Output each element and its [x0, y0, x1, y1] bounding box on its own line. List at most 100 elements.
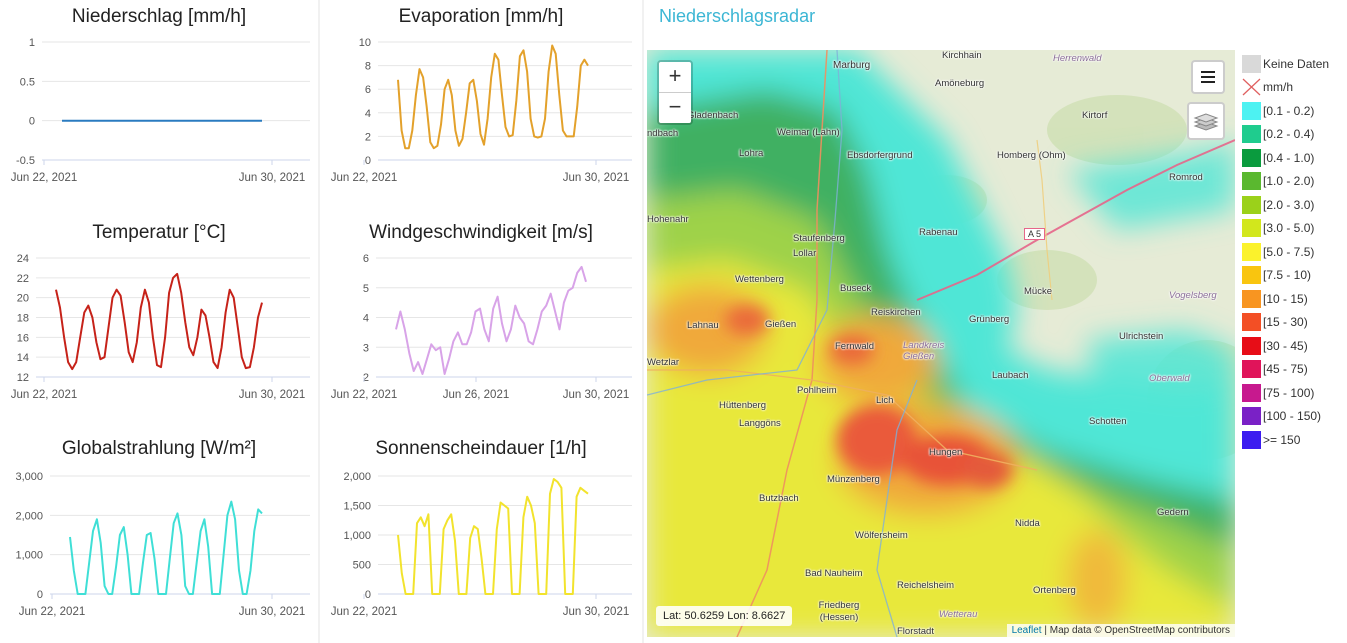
place-label: Marburg	[833, 60, 871, 71]
legend-item: [3.0 - 5.0)	[1242, 217, 1347, 241]
y-tick-label: 0	[29, 116, 35, 128]
radar-orange	[1067, 530, 1127, 630]
place-label: Reichelsheim	[897, 580, 955, 591]
legend-swatch	[1242, 125, 1261, 144]
y-tick-label: 16	[17, 332, 29, 344]
zoom-out-button[interactable]: −	[659, 93, 691, 123]
place-label: Herrenwald	[1053, 53, 1102, 64]
zoom-control: + −	[657, 60, 693, 125]
river	[647, 50, 843, 396]
place-label: Grünberg	[969, 314, 1010, 325]
forest-patch	[1047, 95, 1187, 165]
x-tick-label: Jun 26, 2021	[443, 389, 510, 401]
series-line	[69, 500, 263, 595]
y-tick-label: -0.5	[16, 155, 35, 167]
legend-label: [0.4 - 1.0)	[1263, 150, 1315, 165]
chart-evaporation: Evaporation [mm/h] 10 8 6 4 2 0 Jun 22, 2021 Ju…	[320, 0, 642, 210]
radar-map[interactable]: Kirchhain Marburg Amöneburg Gladenbach W…	[647, 50, 1235, 637]
map-roads	[647, 50, 1235, 637]
x-tick-label: Jun 22, 2021	[11, 389, 78, 401]
legend-item: [7.5 - 10)	[1242, 264, 1347, 288]
place-label: Münzenberg	[827, 474, 880, 485]
place-label: Bad Nauheim	[805, 568, 863, 579]
leaflet-link[interactable]: Leaflet	[1011, 625, 1042, 636]
chart-title: Temperatur [°C]	[92, 222, 226, 243]
legend-label: mm/h	[1263, 80, 1293, 95]
legend-swatch	[1242, 383, 1261, 402]
map-layer[interactable]	[647, 50, 1235, 637]
layers-button[interactable]	[1187, 102, 1225, 140]
legend-swatch	[1242, 407, 1261, 426]
place-label: Pohlheim	[797, 385, 837, 396]
attribution-text: | Map data © OpenStreetMap contributors	[1041, 625, 1230, 636]
place-label: Wetterau	[939, 609, 978, 620]
y-tick-label: 0	[365, 589, 371, 601]
legend-label: [7.5 - 10)	[1263, 268, 1312, 283]
legend-item: [0.2 - 0.4)	[1242, 123, 1347, 147]
place-label: Hungen	[929, 447, 963, 458]
coordinate-readout: Lat: 50.6259 Lon: 8.6627	[656, 606, 793, 626]
y-tick-label: 24	[17, 253, 29, 265]
legend-label: [0.2 - 0.4)	[1263, 127, 1315, 142]
place-label: Lich	[876, 395, 894, 406]
forest-patch	[997, 250, 1097, 310]
radar-red	[830, 335, 874, 365]
y-tick-label: 12	[17, 372, 29, 384]
legend-swatch	[1242, 430, 1261, 449]
y-tick-label: 2,000	[343, 471, 371, 483]
road-label: A 5	[1024, 228, 1046, 240]
legend-swatch	[1242, 266, 1261, 285]
y-tick-label: 2	[365, 131, 371, 143]
radar-red	[837, 405, 917, 475]
y-tick-label: 2	[363, 372, 369, 384]
chart-sonnenscheindauer: Sonnenscheindauer [1/h] 2,000 1,500 1,000 5…	[320, 430, 642, 640]
chart-plot: 3,000 2,000 1,000 0 Jun 22, 2021 Jun 30, 2021	[15, 471, 310, 618]
place-label: Langgöns	[739, 418, 781, 429]
radar-cyan-ne	[1067, 140, 1235, 230]
place-label: Hüttenberg	[719, 400, 767, 411]
road	[736, 379, 813, 637]
legend-item: Keine Daten	[1242, 52, 1347, 76]
place-label: Lahnau	[687, 320, 719, 331]
place-label: Gießen	[765, 319, 797, 330]
y-tick-label: 0	[365, 155, 371, 167]
map-attribution: Leaflet | Map data © OpenStreetMap contr…	[1006, 624, 1235, 637]
y-tick-label: 18	[17, 313, 29, 325]
legend-swatch	[1242, 289, 1261, 308]
radar-cyan-e	[1087, 330, 1235, 450]
no-data-cross-icon	[1242, 78, 1261, 96]
chart-plot: 1 0.5 0 -0.5 Jun 22, 2021 Jun 30, 2021	[11, 37, 310, 184]
place-label: Rabenau	[919, 227, 958, 238]
chart-globalstrahlung: Globalstrahlung [W/m²] 3,000 2,000 1,000 0 J…	[0, 430, 318, 640]
place-label: Ortenberg	[1033, 585, 1076, 596]
legend-item: [30 - 45)	[1242, 334, 1347, 358]
menu-button[interactable]	[1191, 60, 1225, 94]
place-label: Schotten	[1089, 416, 1127, 427]
road	[811, 50, 828, 381]
zoom-in-button[interactable]: +	[659, 62, 691, 93]
river	[876, 379, 918, 637]
legend-label: [10 - 15)	[1263, 291, 1308, 306]
legend-swatch	[1242, 242, 1261, 261]
x-tick-label: Jun 22, 2021	[19, 606, 86, 618]
place-label: Wettenberg	[735, 274, 784, 285]
chart-title: Globalstrahlung [W/m²]	[61, 438, 257, 459]
y-tick-label: 3	[363, 342, 369, 354]
place-label: Kirchhain	[942, 50, 982, 61]
x-tick-label: Jun 22, 2021	[331, 606, 398, 618]
radar-red	[725, 305, 769, 335]
legend-item: [10 - 15)	[1242, 287, 1347, 311]
legend-item: [75 - 100)	[1242, 381, 1347, 405]
place-label: Oberwald	[1149, 373, 1190, 384]
y-tick-label: 500	[353, 560, 371, 572]
place-label: Lollar	[793, 248, 817, 259]
legend-label: Keine Daten	[1263, 56, 1330, 71]
y-tick-label: 22	[17, 273, 29, 285]
y-tick-label: 10	[359, 37, 371, 49]
x-tick-label: Jun 30, 2021	[563, 172, 630, 184]
place-label: Mücke	[1024, 286, 1052, 297]
legend-item: [5.0 - 7.5)	[1242, 240, 1347, 264]
place-label: Wetzlar	[647, 357, 680, 368]
place-label: Weimar (Lahn)	[777, 127, 840, 138]
divider	[318, 0, 320, 643]
